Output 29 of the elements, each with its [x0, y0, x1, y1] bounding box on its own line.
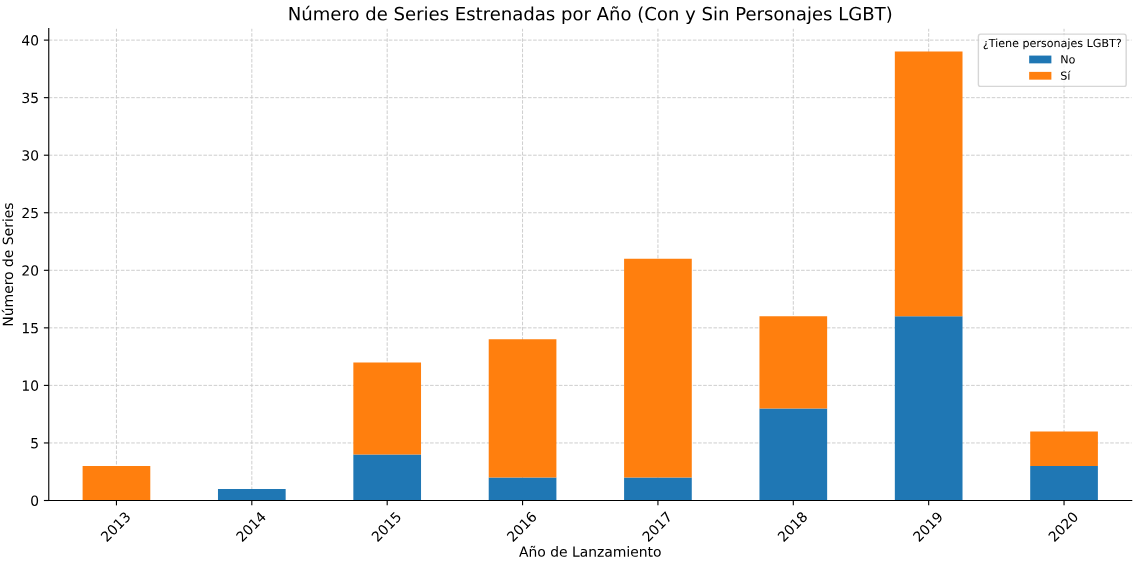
bar	[894, 316, 963, 501]
y-tick-label: 30	[22, 150, 39, 161]
y-tick-label: 35	[22, 92, 38, 104]
y-tick-label: 5	[31, 438, 38, 449]
y-tick-label: 40	[22, 35, 39, 46]
y-tick-label: 20	[22, 265, 39, 276]
legend-label: Sí	[1061, 70, 1071, 80]
bar	[353, 454, 422, 501]
y-tick-label: 0	[31, 495, 39, 506]
bar	[1030, 431, 1098, 466]
bar	[488, 339, 557, 478]
bar	[217, 488, 286, 501]
legend-label: No	[1061, 55, 1075, 64]
legend-title: ¿Tiene personajes LGBT?	[983, 38, 1121, 50]
bar	[353, 362, 422, 455]
bar	[488, 477, 557, 501]
chart-title: Número de Series Estrenadas por Año (Con y Sin Personajes LGBT)	[289, 5, 892, 25]
y-tick-label: 25	[22, 207, 38, 219]
bar	[82, 465, 151, 501]
bar	[894, 51, 963, 317]
bar	[624, 477, 692, 501]
bar	[759, 316, 828, 409]
x-axis-title: Año de Lanzamiento	[519, 545, 661, 557]
bar	[1030, 465, 1098, 501]
y-tick-label: 10	[22, 380, 39, 391]
y-tick-label: 15	[22, 323, 38, 334]
bar	[624, 258, 692, 478]
bar	[759, 408, 828, 501]
y-axis-title: Número de Series	[1, 203, 14, 326]
